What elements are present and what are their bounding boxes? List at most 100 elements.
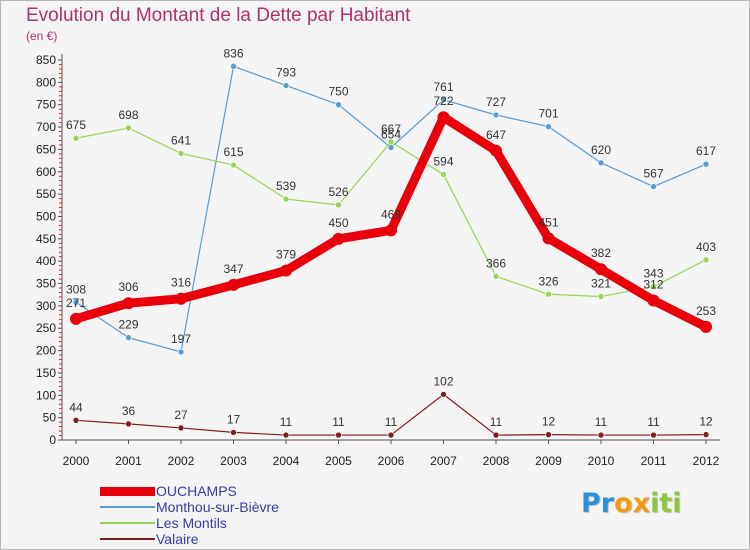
data-point — [335, 431, 342, 439]
data-label: 11 — [490, 415, 503, 429]
x-tick-label: 2009 — [535, 454, 562, 468]
data-label: 698 — [118, 108, 138, 122]
data-point — [387, 144, 395, 151]
data-point — [545, 290, 552, 298]
data-point — [440, 391, 447, 398]
x-tick-label: 2001 — [115, 454, 142, 468]
y-tick-label: 50 — [43, 411, 57, 425]
data-label: 469 — [381, 207, 401, 221]
data-point — [545, 123, 552, 130]
legend-swatch — [100, 522, 155, 524]
data-point — [230, 161, 237, 169]
data-point — [595, 263, 607, 276]
data-point — [175, 292, 187, 305]
data-label: 11 — [280, 415, 293, 429]
x-tick-label: 2011 — [641, 454, 667, 468]
data-label: 102 — [433, 374, 453, 388]
x-tick-label: 2012 — [693, 454, 720, 468]
data-label: 382 — [591, 246, 611, 260]
y-tick-label: 450 — [36, 232, 56, 246]
data-label: 321 — [591, 276, 611, 290]
data-label: 761 — [433, 80, 453, 94]
data-label: 11 — [385, 415, 398, 429]
data-label: 567 — [643, 167, 663, 181]
data-label: 44 — [69, 400, 83, 414]
logo-letter: i — [672, 488, 682, 519]
data-point — [437, 111, 450, 124]
data-label: 750 — [328, 85, 348, 99]
y-tick-label: 550 — [36, 187, 56, 201]
y-tick-label: 200 — [36, 344, 56, 358]
data-point — [177, 424, 185, 432]
data-label: 539 — [276, 179, 296, 193]
logo-letter: t — [659, 488, 673, 519]
data-point — [440, 96, 447, 104]
data-point — [490, 144, 502, 157]
data-label: 27 — [174, 408, 188, 422]
x-tick-label: 2008 — [483, 454, 510, 468]
data-label: 326 — [538, 274, 558, 288]
data-point — [72, 134, 80, 142]
data-label: 526 — [328, 185, 348, 199]
data-label: 617 — [696, 144, 716, 158]
logo-letter: x — [632, 488, 651, 519]
y-tick-label: 850 — [36, 53, 56, 67]
data-point — [387, 431, 395, 439]
data-label: 647 — [486, 128, 506, 142]
data-label: 271 — [66, 296, 86, 310]
x-tick-label: 2004 — [273, 454, 300, 468]
x-tick-label: 2010 — [588, 454, 615, 468]
logo-letter: o — [614, 488, 633, 519]
legend-label: Valaire — [156, 531, 199, 547]
data-label: 667 — [381, 122, 401, 136]
data-point — [122, 297, 135, 310]
data-label: 11 — [595, 415, 608, 429]
data-point — [650, 431, 657, 439]
data-label: 12 — [542, 415, 556, 429]
data-point — [72, 299, 80, 306]
data-point — [70, 312, 82, 325]
data-point — [227, 278, 240, 291]
logo-letter: P — [581, 488, 601, 519]
data-point — [177, 150, 185, 157]
data-point — [332, 232, 345, 245]
legend-swatch — [100, 538, 155, 540]
data-point — [702, 160, 710, 168]
data-point — [440, 171, 447, 178]
data-label: 306 — [118, 280, 138, 294]
chart-title: Evolution du Montant de la Dette par Hab… — [26, 5, 411, 26]
data-label: 641 — [171, 133, 191, 147]
legend-swatch — [100, 486, 155, 496]
data-label: 379 — [276, 248, 296, 262]
y-tick-label: 100 — [36, 388, 56, 402]
data-point — [230, 429, 237, 436]
data-label: 615 — [223, 145, 243, 159]
data-label: 312 — [643, 278, 663, 292]
data-label: 11 — [647, 415, 660, 429]
x-tick-label: 2006 — [378, 454, 405, 468]
data-point — [700, 320, 712, 333]
data-label: 727 — [486, 95, 506, 109]
data-point — [125, 334, 132, 341]
data-label: 594 — [433, 154, 453, 168]
data-label: 308 — [66, 282, 86, 296]
data-point — [280, 264, 292, 277]
x-tick-label: 2002 — [168, 454, 195, 468]
data-label: 366 — [486, 256, 506, 270]
data-point — [647, 294, 660, 307]
data-point — [650, 183, 657, 190]
data-point — [492, 431, 500, 439]
y-tick-label: 0 — [49, 433, 56, 447]
data-point — [650, 283, 657, 290]
data-point — [597, 293, 605, 300]
data-label: 197 — [171, 332, 191, 346]
data-label: 701 — [538, 107, 558, 121]
data-point — [282, 431, 290, 439]
data-label: 316 — [171, 276, 191, 290]
data-point — [597, 431, 605, 439]
legend-label: Monthou-sur-Bièvre — [156, 499, 279, 515]
data-point — [230, 62, 237, 70]
y-tick-label: 650 — [36, 142, 56, 156]
proxiti-logo: Proxiti — [581, 488, 682, 519]
